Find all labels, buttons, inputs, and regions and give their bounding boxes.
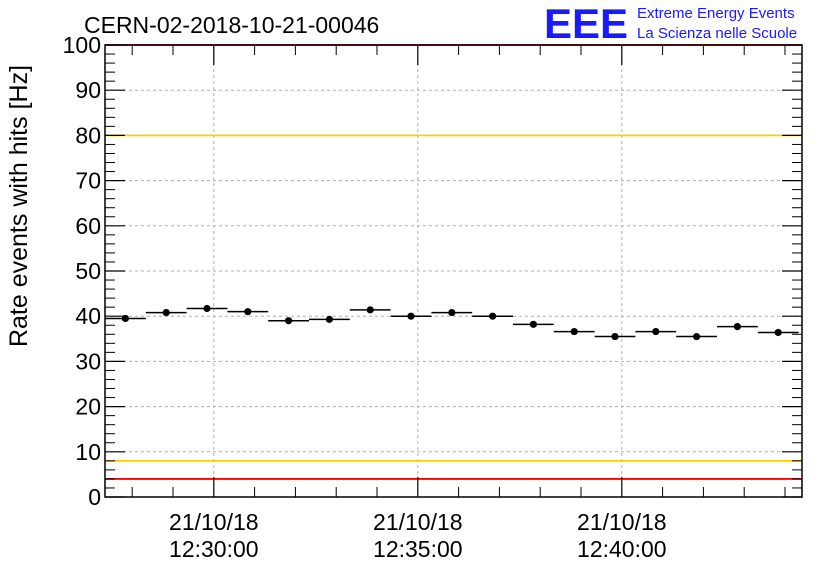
y-tick-labels: 0 10 20 30 40 50 60 70 80 90 100 bbox=[63, 32, 101, 510]
data-point bbox=[611, 332, 619, 341]
y-tick-label: 70 bbox=[75, 168, 101, 194]
data-point bbox=[733, 322, 742, 331]
y-tick-label: 90 bbox=[75, 77, 101, 103]
data-point bbox=[529, 320, 538, 328]
logo-line-1: Extreme Energy Events bbox=[637, 5, 795, 22]
data-point bbox=[448, 308, 456, 317]
grid bbox=[105, 45, 802, 497]
y-tick-label: 100 bbox=[63, 32, 101, 58]
data-point bbox=[693, 332, 701, 341]
data-point bbox=[774, 328, 782, 337]
y-tick-label: 50 bbox=[75, 258, 101, 284]
y-tick-label: 20 bbox=[75, 394, 101, 420]
data-point bbox=[285, 317, 293, 325]
data-point bbox=[244, 308, 252, 316]
data-point bbox=[489, 312, 497, 320]
logo-line-2: La Scienza nelle Scuole bbox=[637, 25, 797, 42]
y-tick-label: 30 bbox=[75, 348, 101, 374]
y-tick-label: 0 bbox=[88, 484, 101, 510]
data-point bbox=[203, 304, 211, 313]
x-tick-label: 21/10/18 12:40:00 bbox=[577, 509, 667, 562]
data-point bbox=[366, 306, 374, 314]
y-tick-label: 40 bbox=[75, 303, 101, 329]
chart-title: CERN-02-2018-10-21-00046 bbox=[84, 12, 379, 38]
x-tick-label: 21/10/18 12:30:00 bbox=[169, 509, 259, 562]
data-point bbox=[652, 327, 660, 336]
y-axis-label: Rate events with hits [Hz] bbox=[5, 65, 33, 347]
reference-lines bbox=[105, 44, 802, 480]
data-point bbox=[325, 315, 333, 323]
y-tick-label: 10 bbox=[75, 439, 101, 465]
data-point bbox=[121, 314, 129, 323]
data-series bbox=[105, 304, 799, 341]
x-tick-labels: 21/10/18 12:30:00 21/10/18 12:35:00 21/10/18… bbox=[169, 509, 667, 562]
plot-frame bbox=[104, 44, 803, 498]
eee-logo: EEE Extreme Energy Events La Scienza nel… bbox=[544, 0, 797, 47]
data-point bbox=[162, 308, 170, 317]
data-point bbox=[407, 312, 415, 320]
data-point bbox=[570, 327, 578, 336]
logo-text: EEE bbox=[544, 0, 628, 47]
x-tick-label: 21/10/18 12:35:00 bbox=[373, 509, 463, 562]
y-tick-label: 80 bbox=[75, 122, 101, 148]
y-tick-label: 60 bbox=[75, 213, 101, 239]
